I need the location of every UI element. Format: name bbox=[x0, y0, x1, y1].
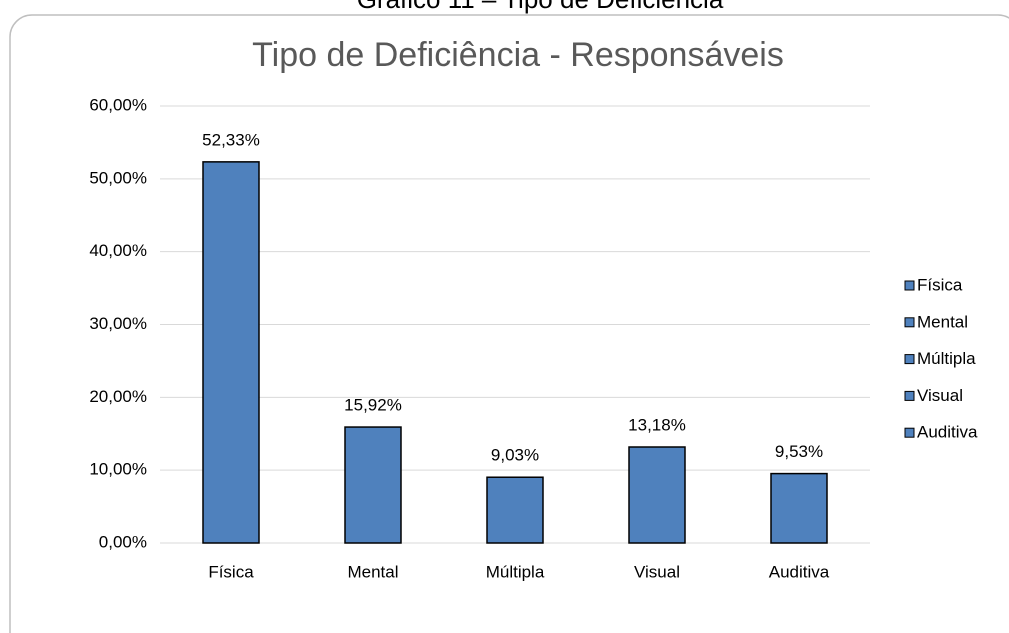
legend-swatch bbox=[904, 390, 915, 401]
y-tick-label: 60,00% bbox=[89, 95, 147, 114]
data-label: 9,53% bbox=[775, 442, 823, 461]
legend-swatch bbox=[904, 354, 915, 365]
bar bbox=[770, 472, 828, 544]
bar bbox=[344, 426, 402, 544]
y-tick-label: 0,00% bbox=[99, 532, 147, 551]
y-tick-label: 30,00% bbox=[89, 314, 147, 333]
legend-label: Física bbox=[917, 275, 963, 294]
legend-label: Visual bbox=[917, 386, 963, 405]
data-label: 52,33% bbox=[202, 130, 260, 149]
y-tick-label: 50,00% bbox=[89, 168, 147, 187]
legend-swatch bbox=[904, 280, 915, 291]
data-label: 13,18% bbox=[628, 415, 686, 434]
x-tick-label: Auditiva bbox=[769, 562, 830, 581]
legend-label: Auditiva bbox=[917, 423, 978, 442]
bar bbox=[486, 476, 544, 544]
y-tick-label: 20,00% bbox=[89, 387, 147, 406]
legend-label: Múltipla bbox=[917, 349, 976, 368]
data-label: 15,92% bbox=[344, 396, 402, 415]
x-tick-label: Múltipla bbox=[486, 562, 545, 581]
x-tick-label: Física bbox=[208, 562, 254, 581]
y-tick-label: 40,00% bbox=[89, 241, 147, 260]
legend-swatch bbox=[904, 317, 915, 328]
caption: Gráfico 11 – Tipo de Deficiência bbox=[357, 0, 724, 14]
legend-swatch bbox=[904, 427, 915, 438]
x-tick-label: Mental bbox=[347, 562, 398, 581]
bar bbox=[628, 446, 686, 544]
x-tick-label: Visual bbox=[634, 562, 680, 581]
bar bbox=[202, 161, 260, 544]
y-tick-label: 10,00% bbox=[89, 460, 147, 479]
data-label: 9,03% bbox=[491, 446, 539, 465]
legend-label: Mental bbox=[917, 312, 968, 331]
chart-title: Tipo de Deficiência - Responsáveis bbox=[252, 36, 784, 74]
